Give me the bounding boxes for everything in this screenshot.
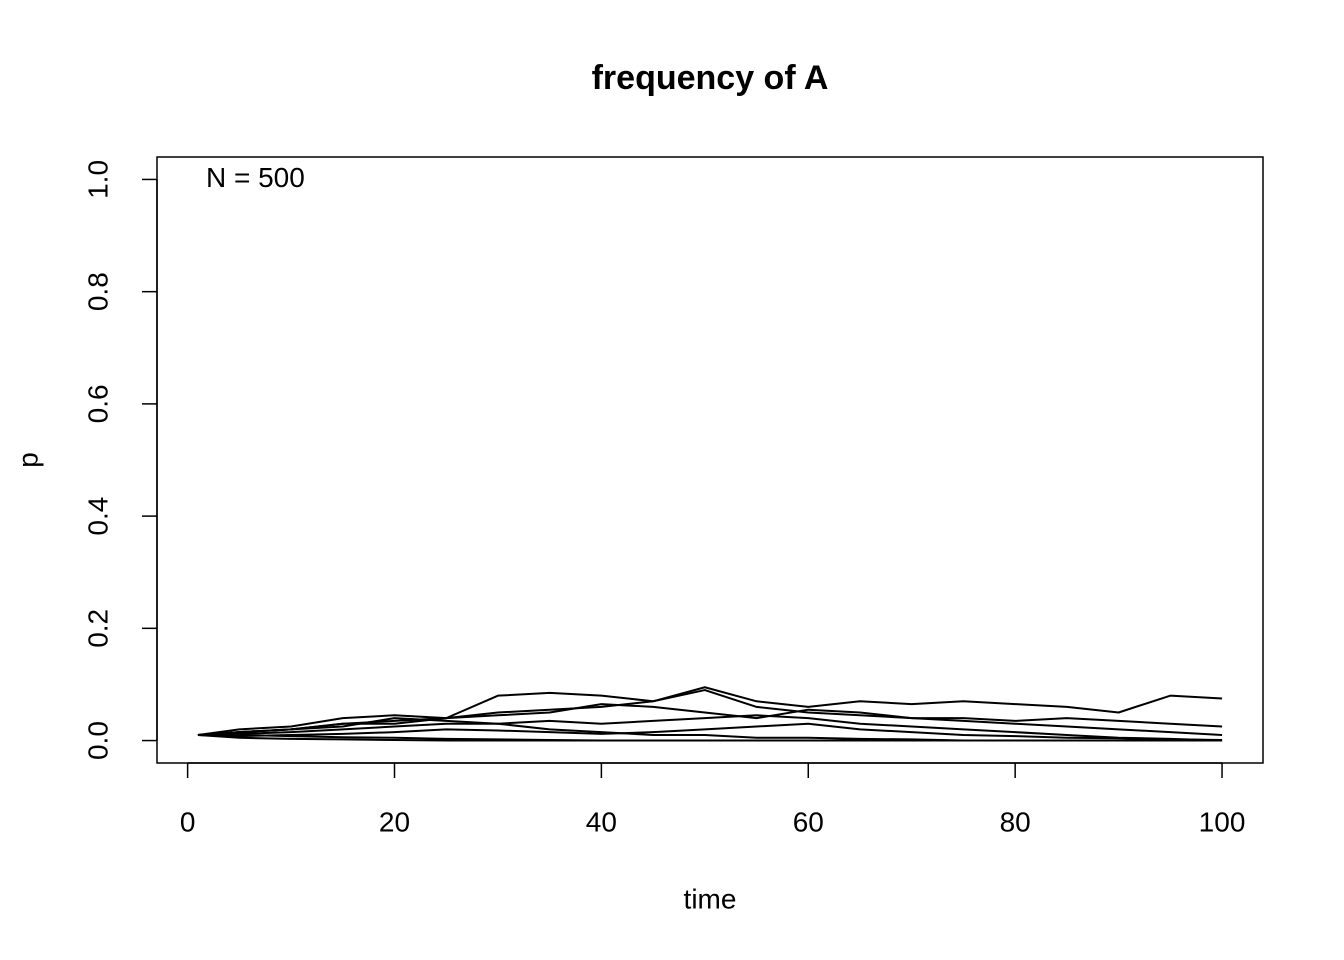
- x-tick-label: 0: [180, 806, 196, 837]
- y-tick-label: 0.6: [82, 384, 113, 423]
- series-line: [197, 733, 1223, 742]
- y-tick-label: 0.2: [82, 609, 113, 648]
- y-tick-label: 1.0: [82, 160, 113, 199]
- y-tick-label: 0.0: [82, 721, 113, 760]
- series-line: [197, 714, 1223, 742]
- y-tick-label: 0.8: [82, 272, 113, 311]
- x-tick-label: 20: [379, 806, 410, 837]
- x-axis-label: time: [684, 883, 737, 914]
- series-line: [197, 703, 1223, 736]
- x-tick-label: 60: [793, 806, 824, 837]
- series-line: [197, 686, 1223, 736]
- y-tick-label: 0.4: [82, 497, 113, 536]
- annotation: N = 500: [206, 162, 305, 193]
- series-line: [197, 689, 1223, 736]
- series-line: [197, 722, 1223, 741]
- chart-title: frequency of A: [592, 59, 829, 97]
- x-tick-label: 80: [1000, 806, 1031, 837]
- plot-frame: [156, 156, 1264, 764]
- y-axis-label: p: [12, 452, 43, 468]
- x-tick-label: 100: [1199, 806, 1246, 837]
- x-tick-label: 40: [586, 806, 617, 837]
